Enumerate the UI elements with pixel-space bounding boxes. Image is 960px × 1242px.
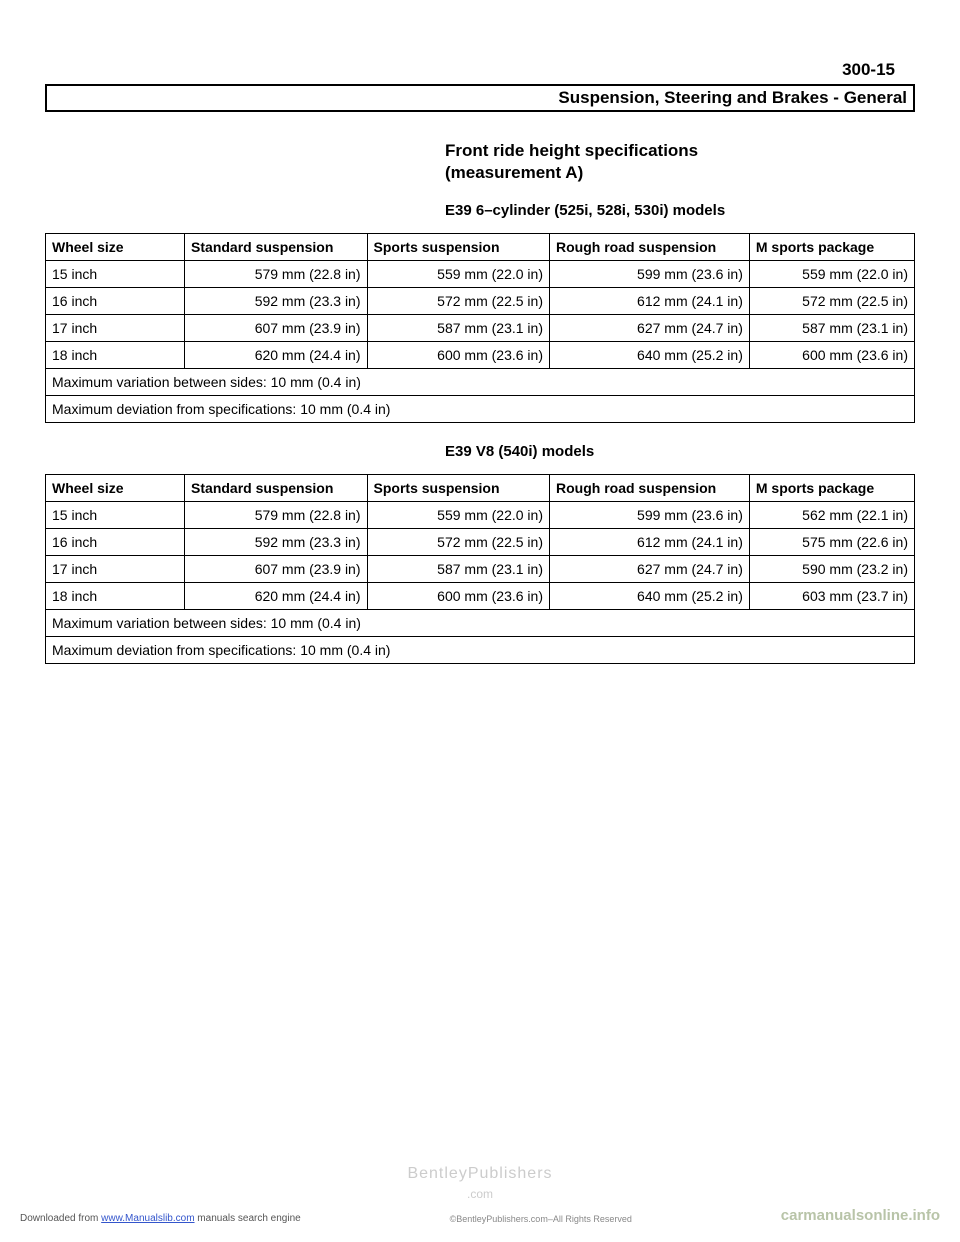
note-cell: Maximum deviation from specifications: 1… [46, 637, 915, 664]
cell: 17 inch [46, 556, 185, 583]
cell: 587 mm (23.1 in) [367, 556, 549, 583]
cell: 559 mm (22.0 in) [749, 261, 914, 288]
table-row: 15 inch 579 mm (22.8 in) 559 mm (22.0 in… [46, 502, 915, 529]
table-v8: Wheel size Standard suspension Sports su… [45, 474, 915, 664]
cell: 18 inch [46, 342, 185, 369]
cell: 16 inch [46, 288, 185, 315]
table-row: 15 inch 579 mm (22.8 in) 559 mm (22.0 in… [46, 261, 915, 288]
subtitle-v8: E39 V8 (540i) models [445, 443, 915, 460]
table-note-row: Maximum variation between sides: 10 mm (… [46, 369, 915, 396]
th-wheel-size: Wheel size [46, 234, 185, 261]
th-rough: Rough road suspension [550, 475, 750, 502]
note-cell: Maximum variation between sides: 10 mm (… [46, 610, 915, 637]
cell: 600 mm (23.6 in) [749, 342, 914, 369]
table-row: 18 inch 620 mm (24.4 in) 600 mm (23.6 in… [46, 342, 915, 369]
cell: 607 mm (23.9 in) [185, 556, 367, 583]
cell: 562 mm (22.1 in) [749, 502, 914, 529]
note-cell: Maximum variation between sides: 10 mm (… [46, 369, 915, 396]
footer-left-post: manuals search engine [195, 1213, 301, 1224]
cell: 572 mm (22.5 in) [749, 288, 914, 315]
cell: 600 mm (23.6 in) [367, 583, 549, 610]
cell: 575 mm (22.6 in) [749, 529, 914, 556]
cell: 612 mm (24.1 in) [550, 288, 750, 315]
cell: 599 mm (23.6 in) [550, 502, 750, 529]
header-title-box: Suspension, Steering and Brakes - Genera… [45, 84, 915, 112]
footer: BentleyPublishers .com Downloaded from w… [0, 1165, 960, 1224]
table-note-row: Maximum deviation from specifications: 1… [46, 637, 915, 664]
th-sports: Sports suspension [367, 234, 549, 261]
table-note-row: Maximum variation between sides: 10 mm (… [46, 610, 915, 637]
cell: 620 mm (24.4 in) [185, 342, 367, 369]
cell: 627 mm (24.7 in) [550, 315, 750, 342]
cell: 18 inch [46, 583, 185, 610]
cell: 16 inch [46, 529, 185, 556]
note-cell: Maximum deviation from specifications: 1… [46, 396, 915, 423]
section-title-line1: Front ride height specifications [445, 141, 698, 160]
cell: 15 inch [46, 261, 185, 288]
section-title: Front ride height specifications (measur… [445, 140, 915, 184]
table-row: 17 inch 607 mm (23.9 in) 587 mm (23.1 in… [46, 556, 915, 583]
page-number: 300-15 [45, 60, 915, 80]
cell: 627 mm (24.7 in) [550, 556, 750, 583]
cell: 592 mm (23.3 in) [185, 288, 367, 315]
cell: 612 mm (24.1 in) [550, 529, 750, 556]
table-6cyl: Wheel size Standard suspension Sports su… [45, 233, 915, 423]
cell: 572 mm (22.5 in) [367, 529, 549, 556]
cell: 587 mm (23.1 in) [367, 315, 549, 342]
footer-left-pre: Downloaded from [20, 1213, 101, 1224]
cell: 607 mm (23.9 in) [185, 315, 367, 342]
cell: 620 mm (24.4 in) [185, 583, 367, 610]
footer-manualslib-link[interactable]: www.Manualslib.com [101, 1213, 194, 1224]
cell: 579 mm (22.8 in) [185, 502, 367, 529]
cell: 559 mm (22.0 in) [367, 261, 549, 288]
cell: 15 inch [46, 502, 185, 529]
th-standard: Standard suspension [185, 234, 367, 261]
cell: 559 mm (22.0 in) [367, 502, 549, 529]
cell: 592 mm (23.3 in) [185, 529, 367, 556]
table-row: 17 inch 607 mm (23.9 in) 587 mm (23.1 in… [46, 315, 915, 342]
th-sports: Sports suspension [367, 475, 549, 502]
cell: 572 mm (22.5 in) [367, 288, 549, 315]
cell: 17 inch [46, 315, 185, 342]
subtitle-6cyl: E39 6–cylinder (525i, 528i, 530i) models [445, 202, 915, 219]
footer-watermark-site: carmanualsonline.info [781, 1207, 940, 1224]
footer-left: Downloaded from www.Manualslib.com manua… [20, 1213, 301, 1224]
cell: 579 mm (22.8 in) [185, 261, 367, 288]
table-row: 18 inch 620 mm (24.4 in) 600 mm (23.6 in… [46, 583, 915, 610]
cell: 590 mm (23.2 in) [749, 556, 914, 583]
th-msports: M sports package [749, 234, 914, 261]
cell: 587 mm (23.1 in) [749, 315, 914, 342]
watermark-dotcom: .com [0, 1187, 960, 1201]
table-row: 16 inch 592 mm (23.3 in) 572 mm (22.5 in… [46, 288, 915, 315]
cell: 599 mm (23.6 in) [550, 261, 750, 288]
footer-copyright: ©BentleyPublishers.com–All Rights Reserv… [450, 1214, 632, 1224]
table-note-row: Maximum deviation from specifications: 1… [46, 396, 915, 423]
th-msports: M sports package [749, 475, 914, 502]
th-rough: Rough road suspension [550, 234, 750, 261]
cell: 640 mm (25.2 in) [550, 583, 750, 610]
watermark-publisher: BentleyPublishers [0, 1165, 960, 1183]
cell: 603 mm (23.7 in) [749, 583, 914, 610]
cell: 640 mm (25.2 in) [550, 342, 750, 369]
cell: 600 mm (23.6 in) [367, 342, 549, 369]
section-title-line2: (measurement A) [445, 163, 583, 182]
th-standard: Standard suspension [185, 475, 367, 502]
table-row: 16 inch 592 mm (23.3 in) 572 mm (22.5 in… [46, 529, 915, 556]
th-wheel-size: Wheel size [46, 475, 185, 502]
